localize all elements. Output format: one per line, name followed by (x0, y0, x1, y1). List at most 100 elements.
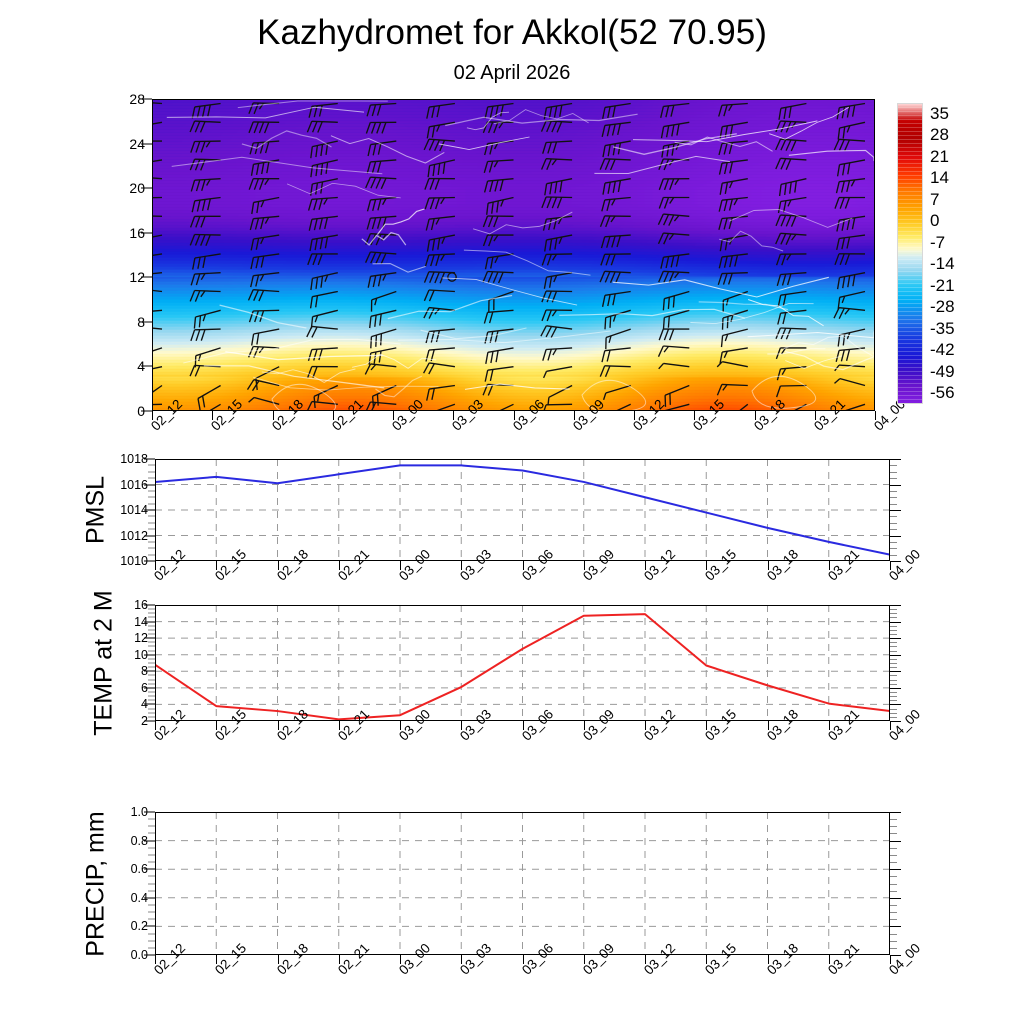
y-tick-minor (148, 683, 155, 685)
y-tick-label: 1010 (120, 554, 148, 568)
wind-barb (366, 196, 397, 212)
x-tick (583, 561, 585, 570)
wind-barb (716, 361, 748, 368)
x-tick (522, 955, 524, 964)
y-tick-minor (148, 547, 155, 549)
y-tick-minor-right (890, 683, 897, 685)
y-tick-label: 0 (137, 403, 145, 419)
y-tick-right (890, 869, 901, 871)
wind-barb (191, 102, 221, 119)
y-tick (144, 703, 155, 705)
wind-barb (251, 328, 280, 346)
y-tick-minor (148, 612, 155, 614)
wind-barb (775, 214, 807, 227)
wind-barb (152, 121, 163, 126)
y-tick (144, 509, 155, 511)
wind-barb (367, 272, 397, 288)
wind-barb (250, 159, 280, 176)
y-tick-minor (148, 947, 155, 949)
wind-barb (310, 159, 338, 178)
wind-barb (190, 272, 221, 286)
y-tick-label: 1014 (120, 503, 148, 517)
x-tick (814, 411, 816, 420)
cross-section-frame (152, 99, 875, 411)
y-tick (144, 840, 155, 842)
wind-barb (365, 176, 397, 190)
y-tick-right (890, 605, 901, 606)
wind-barb (658, 196, 690, 209)
y-tick-minor (148, 890, 155, 892)
wind-barb (423, 362, 455, 375)
y-tick-minor-right (890, 700, 897, 702)
y-tick-minor-right (890, 847, 897, 849)
wind-barb (541, 253, 573, 266)
y-tick-minor (148, 650, 155, 652)
wind-barb (366, 102, 397, 117)
cross-section-panel: 0 4 8 12 16 20 24 28 02_12 02_15 02_18 02_21 03_00 03… (129, 91, 908, 434)
wind-barb (777, 309, 807, 325)
wind-barb (426, 384, 455, 401)
wind-barb (152, 196, 163, 199)
wind-barb (152, 384, 163, 394)
y-tick-right (890, 535, 901, 537)
y-tick-label: 14 (134, 614, 148, 629)
wind-barb (370, 290, 397, 312)
wind-barb (660, 253, 690, 269)
calm-wind-symbol (447, 272, 457, 282)
wind-barb (541, 196, 573, 209)
wind-barb (719, 234, 748, 252)
wind-barb (718, 196, 748, 212)
wind-barb (543, 102, 573, 120)
y-tick-minor (148, 832, 155, 834)
y-tick-minor-right (890, 642, 897, 644)
colorbar-tick-label: 14 (930, 168, 949, 188)
x-tick (400, 721, 401, 730)
wind-barb (837, 121, 866, 140)
wind-barb (482, 234, 514, 247)
y-tick-minor-right (890, 629, 897, 631)
y-tick (141, 143, 152, 145)
y-tick (141, 98, 152, 100)
wind-barb (602, 178, 631, 195)
y-tick-label: 0.6 (130, 862, 148, 877)
wind-barb (738, 403, 749, 411)
x-tick (573, 411, 575, 420)
y-tick-label: 2 (141, 714, 148, 728)
wind-barb (600, 253, 631, 266)
wind-barb (310, 309, 338, 329)
x-tick (277, 561, 279, 570)
wind-barb (307, 196, 338, 211)
x-tick (277, 721, 279, 730)
wind-barb (483, 159, 514, 173)
colorbar-tick-label: -56 (930, 383, 955, 403)
wind-barb (427, 159, 456, 178)
wind-barb (657, 213, 690, 226)
y-tick-minor-right (890, 554, 897, 556)
wind-barb (833, 138, 866, 151)
y-tick-minor (148, 691, 155, 693)
precip-plot-area (155, 812, 890, 955)
wind-barb (834, 377, 866, 387)
wind-barb (835, 178, 866, 194)
wind-barb (152, 289, 163, 293)
wind-barb (716, 383, 748, 396)
y-tick-right (890, 638, 901, 640)
y-tick-minor-right (890, 617, 897, 619)
y-tick (141, 232, 152, 234)
y-tick-minor (148, 658, 155, 660)
wind-barb (542, 366, 573, 379)
y-tick (141, 410, 152, 412)
temp2m-series-line (155, 613, 890, 721)
x-tick (767, 955, 769, 964)
temp2m-plot-area (155, 605, 890, 721)
wind-barb (152, 177, 163, 180)
x-tick (400, 561, 401, 570)
y-tick-label: 16 (129, 224, 145, 241)
y-tick-minor (148, 699, 155, 701)
y-tick-label: 12 (134, 631, 148, 646)
y-tick-minor-right (890, 712, 897, 714)
wind-barb (364, 363, 397, 375)
wind-barb (424, 196, 455, 210)
x-tick (216, 561, 218, 570)
wind-barb (485, 347, 514, 365)
